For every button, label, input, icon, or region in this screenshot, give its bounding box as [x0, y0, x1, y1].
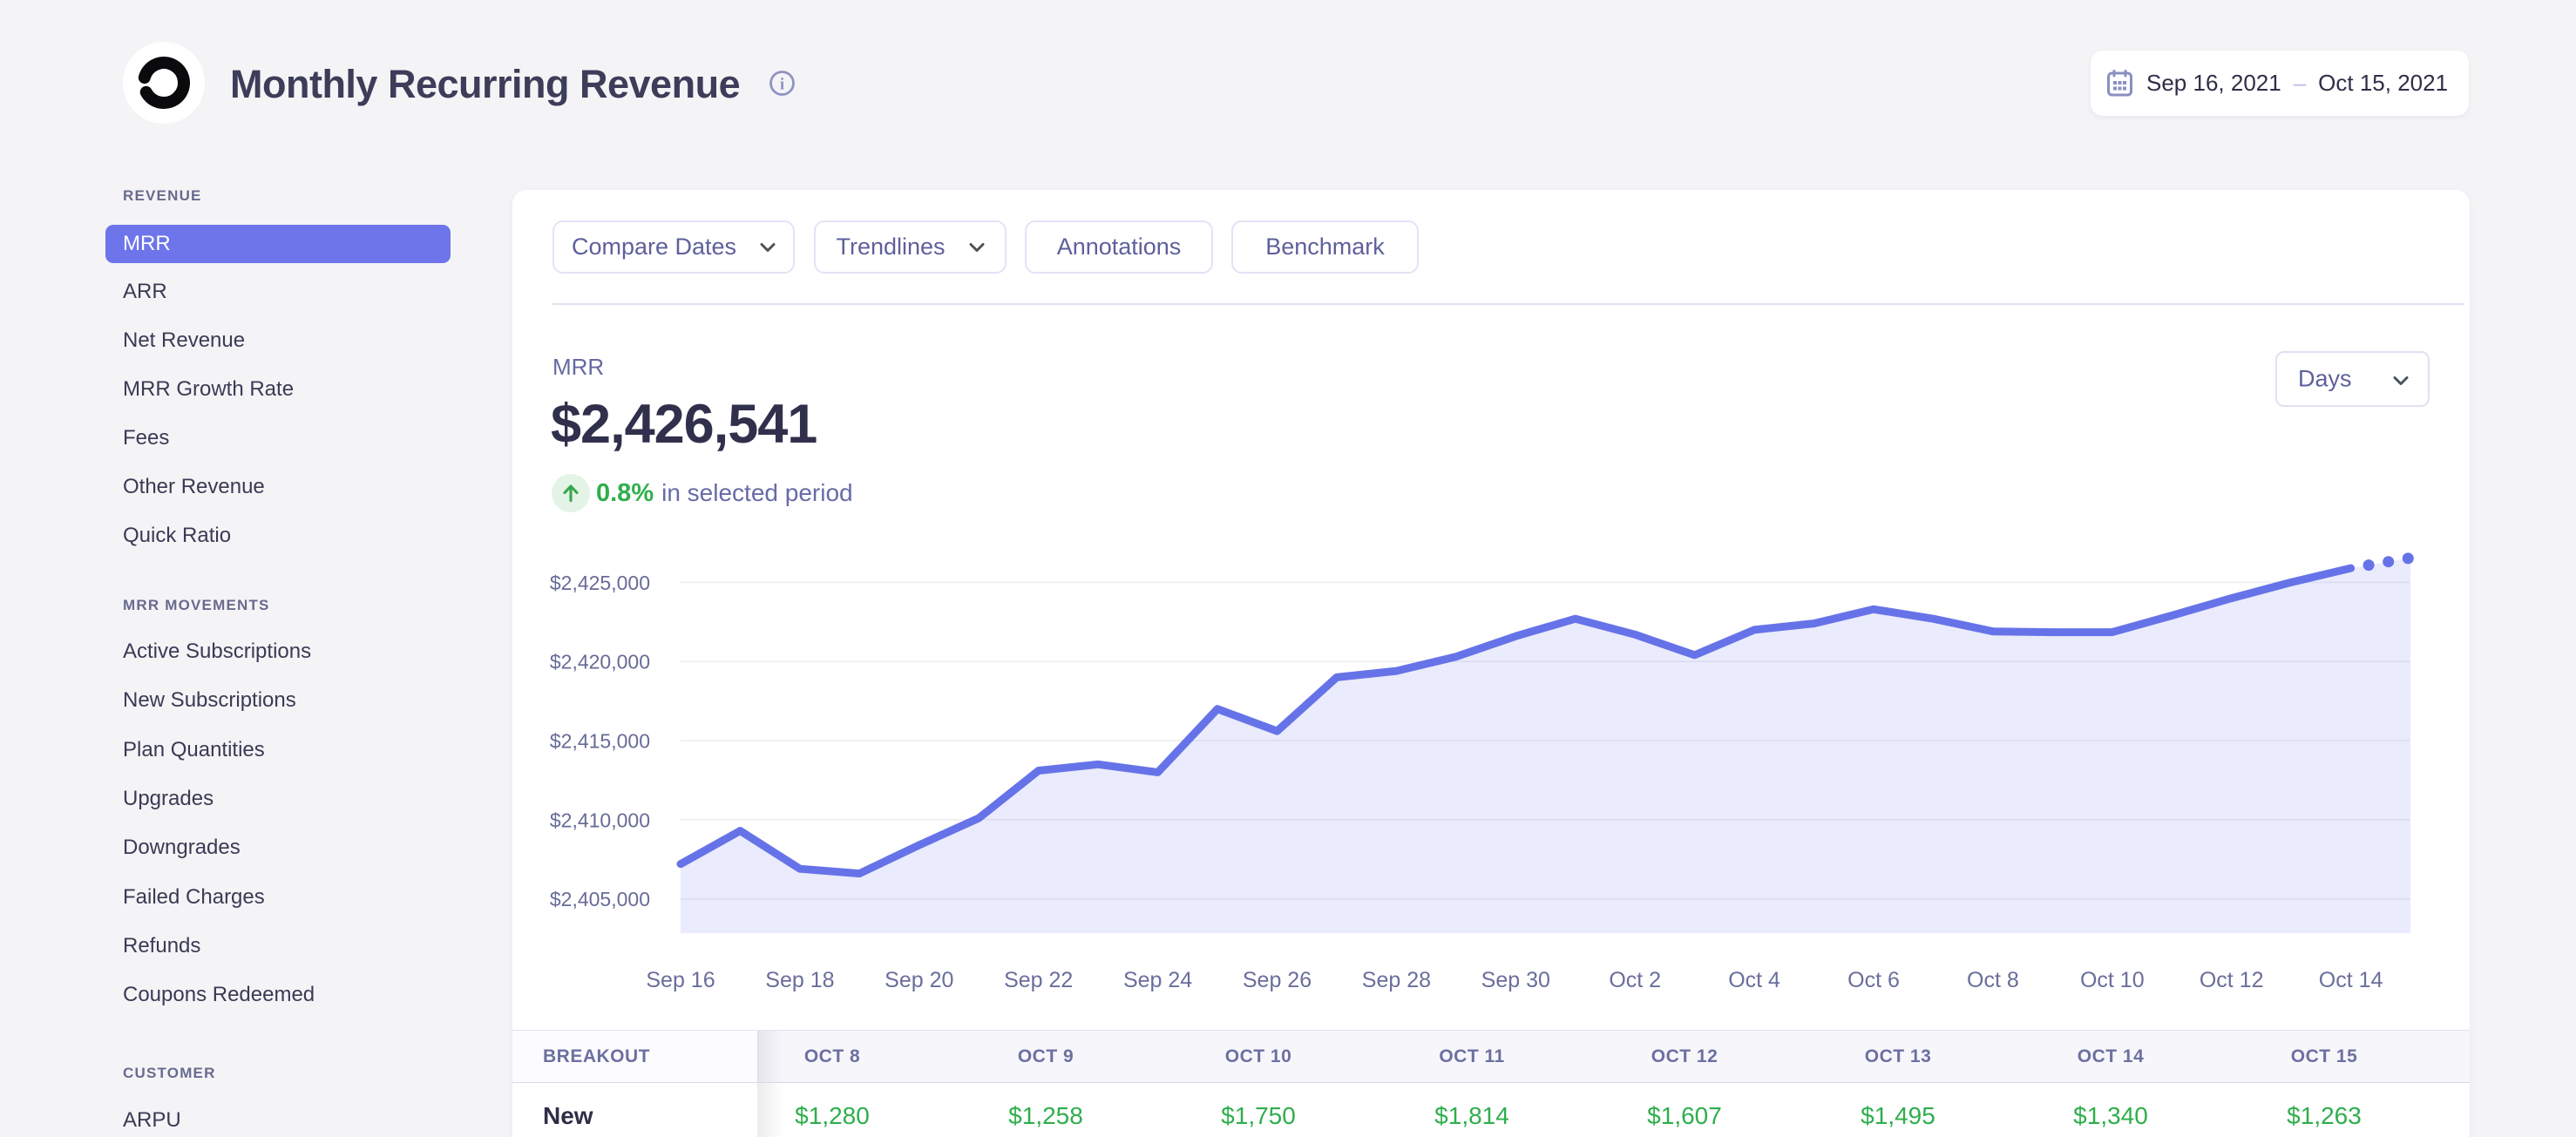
svg-text:i: i — [780, 76, 784, 94]
svg-text:Oct 10: Oct 10 — [2080, 968, 2145, 992]
svg-text:Sep 16: Sep 16 — [646, 968, 715, 992]
svg-text:Sep 20: Sep 20 — [885, 968, 953, 992]
svg-text:$2,405,000: $2,405,000 — [550, 888, 650, 910]
svg-text:Oct 6: Oct 6 — [1847, 968, 1900, 992]
svg-text:Sep 18: Sep 18 — [765, 968, 834, 992]
svg-text:$2,425,000: $2,425,000 — [550, 572, 650, 594]
svg-text:Sep 22: Sep 22 — [1004, 968, 1073, 992]
svg-text:Oct 8: Oct 8 — [1967, 968, 2019, 992]
svg-text:Oct 14: Oct 14 — [2319, 968, 2383, 992]
svg-text:Sep 28: Sep 28 — [1362, 968, 1431, 992]
svg-text:Oct 12: Oct 12 — [2200, 968, 2264, 992]
svg-text:Oct 4: Oct 4 — [1728, 968, 1780, 992]
svg-text:$2,420,000: $2,420,000 — [550, 651, 650, 673]
svg-text:$2,415,000: $2,415,000 — [550, 730, 650, 753]
svg-text:Sep 30: Sep 30 — [1481, 968, 1550, 992]
svg-text:Oct 2: Oct 2 — [1609, 968, 1661, 992]
svg-text:$2,410,000: $2,410,000 — [550, 809, 650, 831]
svg-text:Sep 24: Sep 24 — [1123, 968, 1192, 992]
svg-text:Sep 26: Sep 26 — [1243, 968, 1312, 992]
